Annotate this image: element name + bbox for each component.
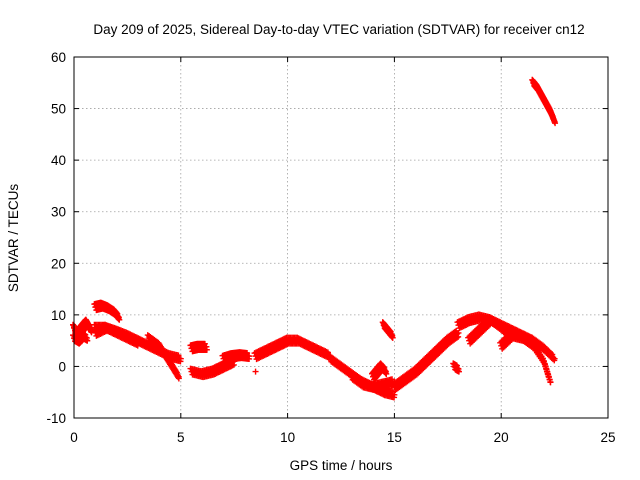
- y-tick-label: 0: [58, 359, 66, 374]
- y-axis-label: SDTVAR / TECUs: [6, 184, 21, 293]
- y-tick-label: 20: [51, 256, 66, 271]
- data-point: [82, 331, 89, 338]
- data-point: [174, 372, 181, 379]
- data-point: [389, 388, 396, 395]
- data-point: [201, 340, 208, 347]
- data-point: [115, 314, 122, 321]
- y-tick-label: 60: [51, 50, 66, 65]
- data-point: [545, 373, 552, 380]
- data-point: [455, 366, 462, 373]
- x-tick-label: 10: [280, 430, 295, 445]
- data-point: [455, 329, 462, 336]
- x-tick-label: 0: [70, 430, 78, 445]
- data-point: [547, 378, 554, 385]
- y-tick-label: 30: [51, 205, 66, 220]
- data-point: [83, 335, 90, 342]
- data-point: [549, 351, 556, 358]
- data-point: [551, 355, 558, 362]
- data-point: [173, 368, 180, 375]
- data-point: [391, 391, 398, 398]
- data-point: [135, 340, 142, 347]
- data-point: [203, 343, 210, 350]
- y-tick-label: 10: [51, 308, 66, 323]
- data-points: [70, 76, 559, 401]
- plot-frame: [73, 56, 609, 419]
- x-tick-label: 15: [387, 430, 402, 445]
- x-tick-label: 25: [600, 430, 615, 445]
- data-point: [389, 332, 396, 339]
- y-tick-label: 50: [51, 102, 66, 117]
- chart-title: Day 209 of 2025, Sidereal Day-to-day VTE…: [93, 22, 584, 37]
- data-point: [252, 368, 259, 375]
- x-axis-label: GPS time / hours: [290, 458, 393, 473]
- y-tick-label: 40: [51, 153, 66, 168]
- data-point: [244, 349, 251, 356]
- data-point: [550, 114, 557, 121]
- data-point: [453, 362, 460, 369]
- grid: [74, 57, 608, 418]
- data-point: [175, 352, 182, 359]
- data-point: [324, 349, 331, 356]
- data-point: [132, 336, 139, 343]
- data-point: [175, 373, 182, 380]
- data-point: [177, 355, 184, 362]
- data-point: [114, 310, 121, 317]
- x-tick-label: 5: [177, 430, 185, 445]
- data-point: [173, 369, 180, 376]
- data-point: [551, 118, 558, 125]
- axis-ticks: 0 5 10 15 20 25 -10 0 10 20 30 40 50 60: [46, 50, 615, 445]
- data-point: [246, 353, 253, 360]
- x-tick-label: 20: [494, 430, 509, 445]
- data-point: [387, 328, 394, 335]
- y-tick-label: -10: [46, 411, 66, 426]
- data-point: [382, 368, 389, 375]
- data-point: [381, 364, 388, 371]
- data-point: [86, 323, 93, 330]
